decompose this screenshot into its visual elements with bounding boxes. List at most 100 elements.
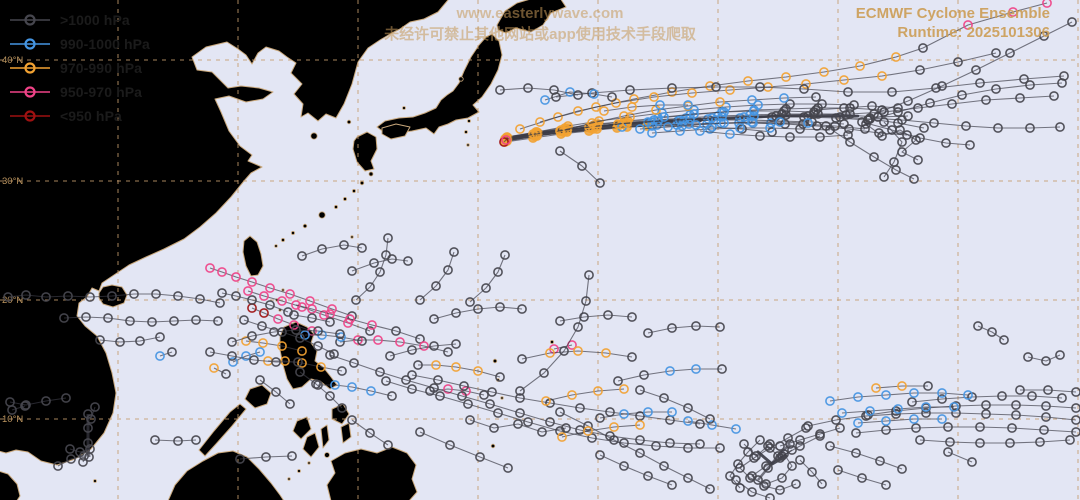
- track-point-marker: [463, 399, 473, 409]
- track-point-marker: [365, 326, 375, 336]
- track-point-marker: [429, 314, 439, 324]
- track-point-marker: [575, 403, 585, 413]
- track-point-marker: [433, 375, 443, 385]
- track-point-marker: [255, 375, 265, 385]
- track-point-marker: [787, 461, 797, 471]
- track-point-marker: [85, 444, 95, 454]
- landmass-hokkaido: [496, 0, 567, 34]
- track-point-marker: [855, 61, 865, 71]
- track-point-marker: [419, 341, 429, 351]
- track-point-marker: [975, 438, 985, 448]
- cyclone-track: [915, 435, 1075, 448]
- track-point-marker: [583, 421, 593, 431]
- cyclone-track: [59, 312, 223, 327]
- track-point-marker: [973, 321, 983, 331]
- track-point-marker: [981, 400, 991, 410]
- track-point-marker: [683, 416, 693, 426]
- track-point-marker: [881, 416, 891, 426]
- track-point-marker: [579, 312, 589, 322]
- track-point-marker: [705, 81, 715, 91]
- track-point-marker: [705, 414, 715, 424]
- pressure-marker-icon: [10, 86, 50, 98]
- track-point-marker: [719, 118, 729, 128]
- track-point-marker: [391, 326, 401, 336]
- track-point-marker: [659, 393, 669, 403]
- track-point-marker: [819, 67, 829, 77]
- track-point-marker: [537, 427, 547, 437]
- track-point-marker: [895, 125, 905, 135]
- track-point-marker: [311, 379, 321, 389]
- track-point-marker: [530, 131, 540, 141]
- track-point-marker: [407, 345, 417, 355]
- track-point-marker: [277, 296, 287, 306]
- island-dot: [307, 461, 311, 465]
- island-dot: [359, 180, 365, 186]
- track-point-marker: [679, 116, 689, 126]
- track-point-marker: [893, 404, 903, 414]
- track-point-marker: [833, 465, 843, 475]
- track-point-marker: [891, 409, 901, 419]
- track-point-marker: [401, 375, 411, 385]
- track-point-marker: [215, 298, 225, 308]
- track-point-marker: [845, 109, 855, 119]
- landmass-malay-peninsula: [0, 471, 21, 500]
- legend-label: 970-990 hPa: [60, 60, 143, 76]
- track-point-marker: [347, 266, 357, 276]
- track-point-marker: [893, 103, 903, 113]
- track-point-marker: [431, 281, 441, 291]
- track-point-marker: [297, 346, 307, 356]
- track-point-marker: [747, 95, 757, 105]
- track-point-marker: [911, 423, 921, 433]
- track-point-marker: [191, 315, 201, 325]
- track-point-marker: [811, 105, 821, 115]
- track-point-marker: [853, 392, 863, 402]
- track-point-marker: [643, 407, 653, 417]
- track-point-marker: [739, 112, 749, 122]
- cyclone-track: [825, 441, 907, 474]
- track-layer: [3, 0, 1080, 500]
- track-point-marker: [457, 391, 467, 401]
- island-dot: [467, 119, 471, 123]
- track-point-marker: [555, 126, 565, 136]
- track-point-marker: [627, 352, 637, 362]
- track-point-marker: [367, 320, 377, 330]
- track-point-marker: [785, 132, 795, 142]
- track-point-marker: [277, 327, 287, 337]
- pressure-marker-icon: [10, 14, 50, 26]
- track-point-marker: [937, 81, 947, 91]
- track-point-marker: [787, 445, 797, 455]
- track-point-marker: [663, 122, 673, 132]
- track-point-marker: [257, 321, 267, 331]
- track-point-marker: [821, 121, 831, 131]
- track-point-marker: [1008, 7, 1018, 17]
- cyclone-track: [517, 346, 637, 364]
- track-point-marker: [515, 393, 525, 403]
- track-point-marker: [817, 99, 827, 109]
- track-point-marker: [655, 100, 665, 110]
- track-point-marker: [41, 292, 51, 302]
- track-point-marker: [325, 350, 335, 360]
- track-point-marker: [239, 315, 249, 325]
- track-point-marker: [59, 313, 69, 323]
- track-point-marker: [407, 370, 417, 380]
- track-point-marker: [667, 323, 677, 333]
- cyclone-track: [851, 422, 1080, 438]
- track-point-marker: [619, 409, 629, 419]
- track-point-marker: [943, 447, 953, 457]
- track-point-marker: [273, 314, 283, 324]
- track-point-marker: [765, 493, 775, 500]
- track-point-marker: [961, 121, 971, 131]
- cyclone-track: [973, 321, 1009, 345]
- track-point-marker: [83, 438, 93, 448]
- cyclone-track: [557, 420, 645, 442]
- track-point-marker: [941, 138, 951, 148]
- track-point-marker: [493, 267, 503, 277]
- track-point-marker: [981, 95, 991, 105]
- track-point-marker: [1015, 93, 1025, 103]
- track-point-marker: [665, 366, 675, 376]
- track-point-marker: [1057, 393, 1067, 403]
- island-dot: [318, 211, 326, 219]
- track-point-marker: [231, 291, 241, 301]
- island-dot: [350, 235, 354, 239]
